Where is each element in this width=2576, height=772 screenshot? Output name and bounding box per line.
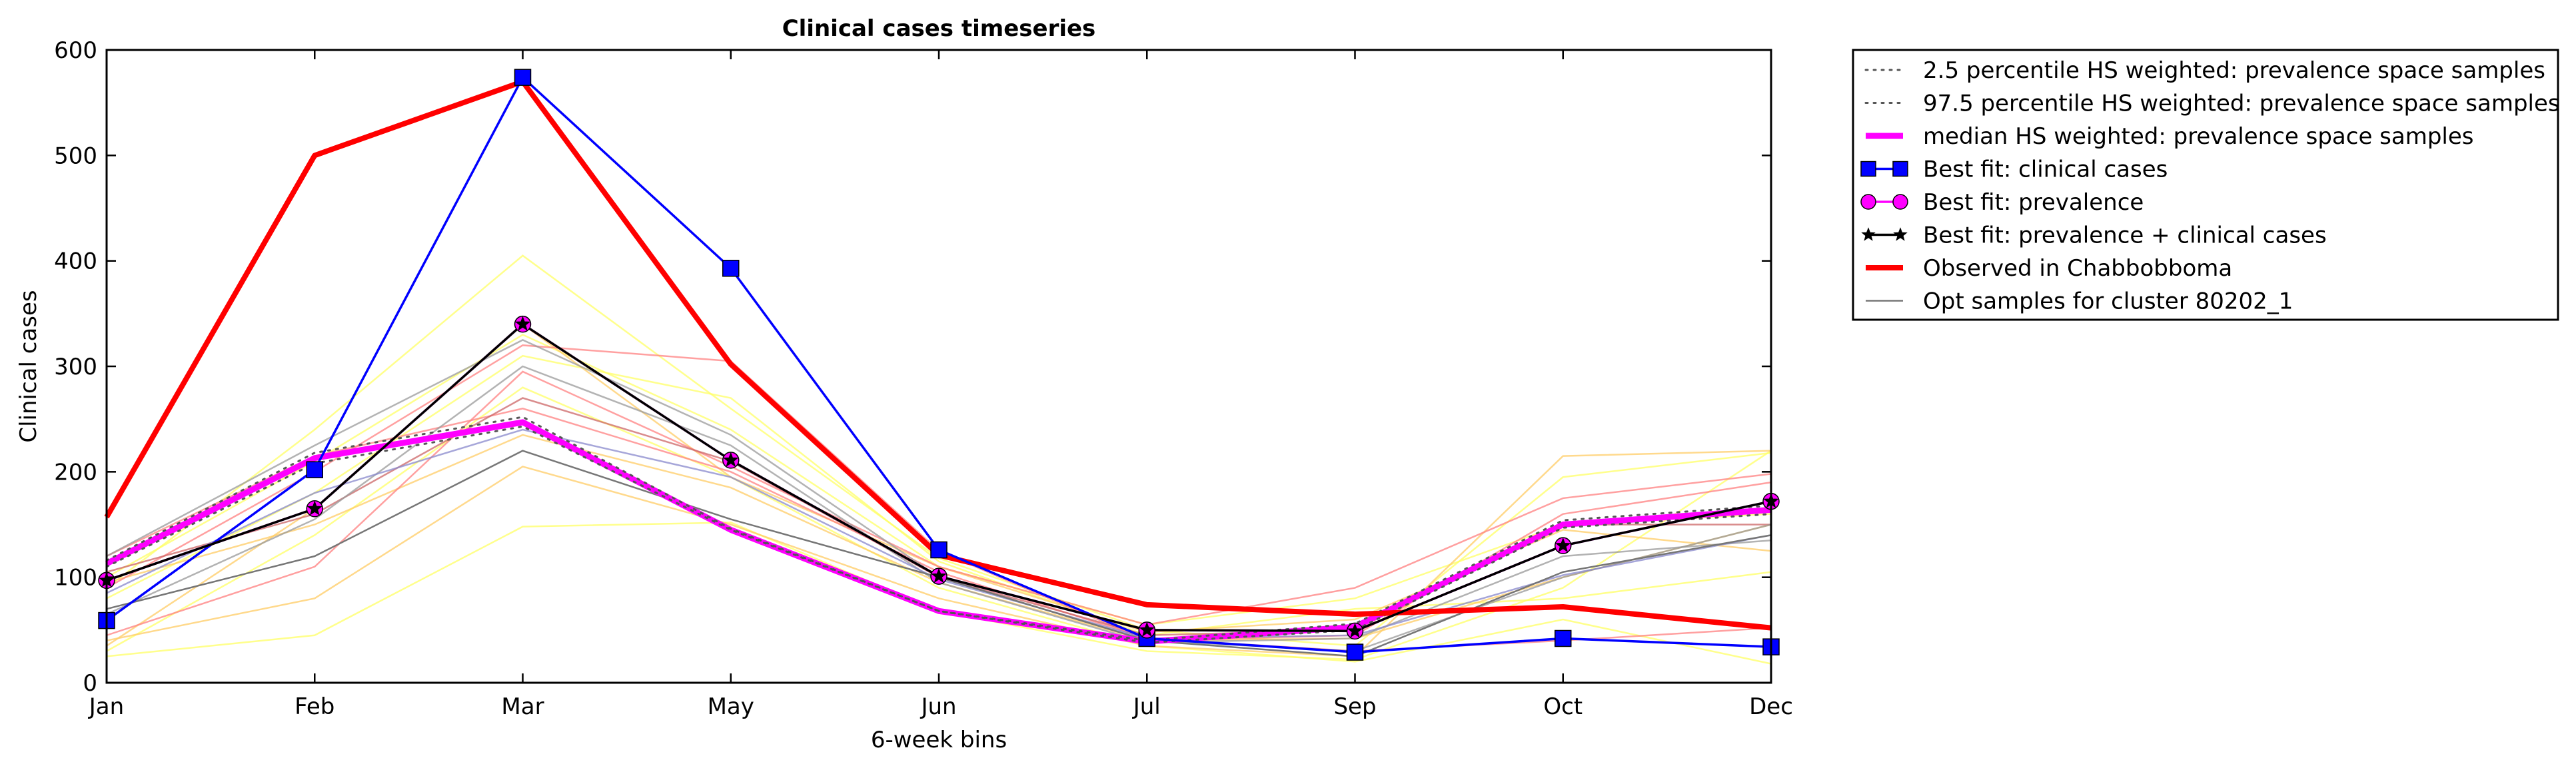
x-tick-label-3: May	[708, 693, 754, 720]
y-tick-label-6: 600	[54, 37, 97, 64]
sample-line-10	[106, 408, 1772, 652]
y-tick-label-4: 400	[54, 248, 97, 275]
series-3-point-7	[1555, 629, 1572, 647]
series-3-point-4	[930, 541, 948, 559]
series-line-0	[105, 425, 1772, 644]
legend-marker-5-b	[1893, 227, 1908, 241]
x-tick-label-4: Jun	[920, 693, 956, 720]
sample-line-4	[106, 386, 1772, 665]
legend-label-0: 2.5 percentile HS weighted: prevalence s…	[1923, 57, 2545, 84]
series-5-point-1	[307, 500, 322, 516]
legend-label-3: Best fit: clinical cases	[1923, 157, 2168, 183]
series-3-point-3	[722, 260, 740, 277]
y-tick-label-1: 100	[54, 565, 97, 591]
x-tick-label-8: Dec	[1749, 693, 1793, 720]
y-axis-label: Clinical cases	[15, 290, 42, 442]
y-tick-label-3: 300	[54, 354, 97, 380]
x-tick-label-2: Mar	[501, 693, 544, 720]
series-3-point-1	[306, 461, 323, 478]
series-line-1	[105, 416, 1772, 642]
legend-label-6: Observed in Chabbobboma	[1923, 255, 2232, 282]
series-line-5	[106, 322, 1772, 633]
x-tick-label-7: Oct	[1543, 693, 1583, 720]
y-tick-label-2: 200	[54, 459, 97, 486]
legend-label-5: Best fit: prevalence + clinical cases	[1923, 222, 2327, 249]
legend-marker-3-b	[1892, 161, 1908, 177]
legend-box	[1852, 49, 2559, 321]
chart-title: Clinical cases timeseries	[782, 15, 1096, 42]
series-5-point-5	[1139, 621, 1155, 637]
y-tick-label-0: 0	[83, 670, 97, 697]
legend-label-4: Best fit: prevalence	[1923, 189, 2144, 216]
series-5-point-7	[1555, 537, 1571, 553]
x-tick-label-6: Sep	[1333, 693, 1376, 720]
series-line-4	[106, 322, 1772, 633]
series-3-point-2	[514, 69, 532, 86]
series-markers	[98, 69, 1780, 661]
legend-label-7: Opt samples for cluster 80202_1	[1923, 288, 2293, 315]
legend-label-1: 97.5 percentile HS weighted: prevalence …	[1923, 91, 2560, 117]
x-tick-label-0: Jan	[88, 693, 124, 720]
series-5-point-2	[514, 316, 531, 331]
legend-marker-4-a	[1860, 194, 1876, 210]
x-axis-label: 6-week bins	[871, 727, 1007, 753]
legend-marker-5-a	[1861, 227, 1876, 241]
legend-marker-4-b	[1892, 194, 1908, 210]
legend-marker-3-a	[1860, 161, 1876, 177]
y-tick-label-5: 500	[54, 143, 97, 169]
series-5-point-6	[1347, 623, 1363, 638]
x-tick-label-1: Feb	[295, 693, 334, 720]
sample-line-5	[106, 450, 1772, 657]
x-tick-label-5: Jul	[1132, 693, 1161, 720]
sample-line-8	[106, 370, 1772, 636]
legend-label-2: median HS weighted: prevalence space sam…	[1923, 123, 2474, 150]
legend: 2.5 percentile HS weighted: prevalence s…	[1852, 49, 2560, 321]
x-axis: Jan Feb Mar May Jun Jul Sep Oct Dec	[88, 50, 1793, 720]
y-axis: 0 100 200 300 400 500 600	[54, 37, 1771, 697]
background-samples	[106, 254, 1772, 665]
series-3-point-6	[1346, 643, 1364, 661]
series-5-point-3	[723, 452, 739, 467]
series-5-point-4	[931, 568, 947, 583]
